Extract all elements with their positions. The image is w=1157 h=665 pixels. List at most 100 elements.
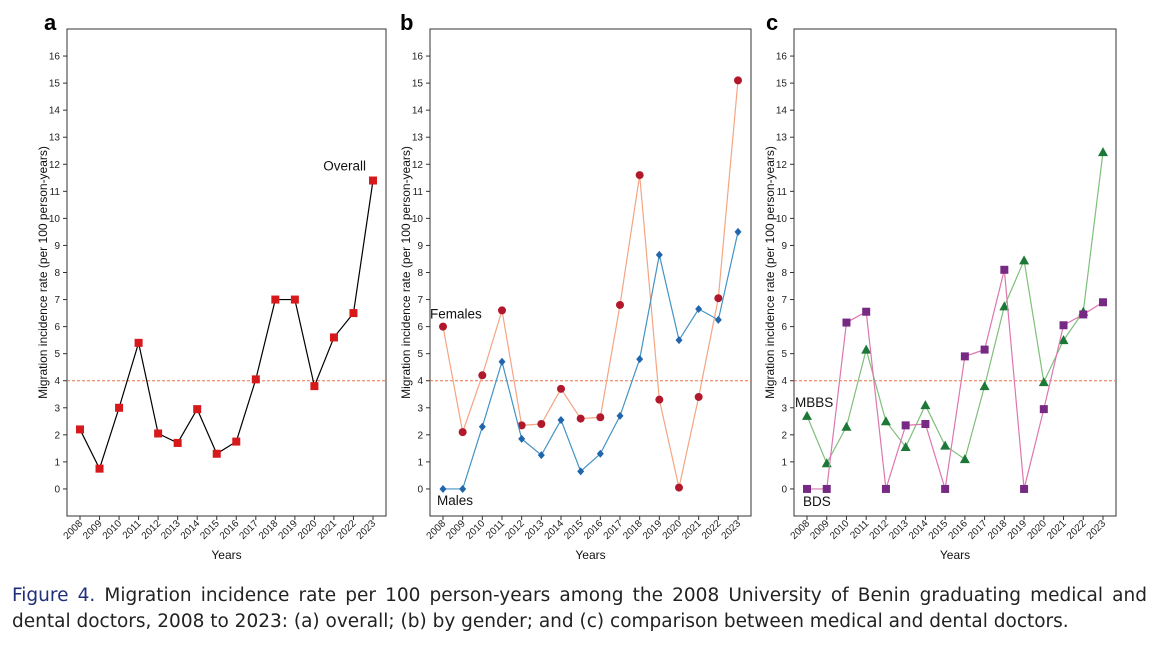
data-point-overall bbox=[251, 375, 260, 384]
data-point-males bbox=[577, 467, 585, 476]
plot-frame bbox=[429, 28, 752, 517]
data-point-mbbs bbox=[979, 381, 990, 391]
panel-letter: a bbox=[44, 10, 57, 35]
data-point-males bbox=[557, 415, 565, 424]
data-point-females bbox=[635, 171, 644, 180]
y-tick-label: 0 bbox=[54, 484, 60, 495]
data-point-males bbox=[714, 315, 722, 324]
data-point-overall bbox=[193, 405, 202, 414]
data-point-mbbs bbox=[1019, 255, 1030, 265]
data-point-males bbox=[655, 250, 663, 259]
data-point-overall bbox=[134, 338, 143, 347]
series-line-females bbox=[442, 80, 739, 488]
series-label-bds: BDS bbox=[803, 494, 831, 509]
y-tick-label: 3 bbox=[417, 403, 423, 414]
data-point-females bbox=[498, 306, 506, 315]
data-point-males bbox=[596, 449, 604, 458]
x-tick-label: 2017 bbox=[602, 518, 626, 542]
y-tick-label: 1 bbox=[54, 457, 60, 468]
y-tick-label: 7 bbox=[54, 295, 60, 306]
y-tick-label: 15 bbox=[412, 79, 424, 90]
data-point-males bbox=[498, 357, 506, 366]
data-point-mbbs bbox=[999, 301, 1010, 311]
y-tick-label: 12 bbox=[776, 160, 788, 171]
series-females: Females bbox=[430, 76, 742, 492]
x-axis-title: Years bbox=[575, 548, 605, 562]
series-line-bds bbox=[807, 269, 1104, 490]
y-tick-label: 8 bbox=[54, 268, 60, 279]
x-tick-label: 2012 bbox=[503, 518, 527, 542]
data-point-mbbs bbox=[920, 400, 931, 410]
series-line-overall bbox=[79, 180, 374, 471]
data-point-bds bbox=[921, 420, 930, 429]
y-tick-label: 3 bbox=[54, 403, 60, 414]
x-tick-label: 2022 bbox=[700, 518, 724, 542]
x-tick-label: 2019 bbox=[1006, 518, 1030, 542]
x-tick-label: 2011 bbox=[484, 518, 507, 541]
y-tick-label: 14 bbox=[776, 106, 788, 117]
x-tick-label: 2018 bbox=[986, 518, 1010, 542]
x-tick-label: 2012 bbox=[868, 518, 892, 542]
x-tick-label: 2022 bbox=[1065, 518, 1089, 542]
x-tick-label: 2012 bbox=[140, 518, 164, 542]
y-tick-label: 9 bbox=[417, 241, 423, 252]
series-label-overall: Overall bbox=[323, 159, 366, 174]
x-axis-title: Years bbox=[211, 548, 241, 562]
data-point-bds bbox=[941, 484, 950, 493]
x-tick-label: 2013 bbox=[159, 518, 183, 542]
x-tick-label: 2021 bbox=[680, 518, 704, 542]
y-tick-label: 16 bbox=[49, 52, 61, 63]
y-tick-label: 15 bbox=[776, 79, 788, 90]
x-tick-label: 2023 bbox=[1085, 518, 1109, 542]
x-tick-label: 2010 bbox=[464, 518, 488, 542]
x-tick-label: 2010 bbox=[101, 518, 125, 542]
x-tick-label: 2016 bbox=[582, 518, 606, 542]
x-tick-label: 2009 bbox=[808, 518, 832, 542]
series-males: Males bbox=[437, 227, 742, 508]
data-point-overall bbox=[212, 449, 221, 458]
x-tick-label: 2019 bbox=[641, 518, 665, 542]
data-point-males bbox=[439, 484, 447, 493]
data-point-females bbox=[439, 322, 447, 331]
data-point-females bbox=[655, 395, 664, 404]
chart-panel-b: b012345678910111213141516200820092010201… bbox=[399, 10, 752, 562]
data-point-mbbs bbox=[1058, 335, 1069, 345]
y-tick-label: 13 bbox=[412, 133, 424, 144]
data-point-males bbox=[636, 355, 644, 364]
x-tick-label: 2008 bbox=[425, 518, 449, 542]
x-tick-label: 2011 bbox=[848, 518, 871, 541]
series-label-mbbs: MBBS bbox=[795, 395, 833, 410]
y-tick-label: 6 bbox=[54, 322, 60, 333]
data-point-males bbox=[734, 227, 742, 236]
data-point-females bbox=[675, 483, 683, 492]
y-tick-label: 1 bbox=[417, 457, 423, 468]
data-point-females bbox=[537, 420, 546, 429]
y-tick-label: 6 bbox=[781, 322, 787, 333]
data-point-bds bbox=[980, 345, 989, 354]
y-tick-label: 16 bbox=[412, 52, 424, 63]
data-point-males bbox=[675, 336, 683, 345]
data-point-mbbs bbox=[959, 454, 970, 464]
x-tick-label: 2008 bbox=[62, 518, 86, 542]
x-tick-label: 2016 bbox=[946, 518, 970, 542]
x-tick-label: 2017 bbox=[966, 518, 990, 542]
y-tick-label: 8 bbox=[417, 268, 423, 279]
x-tick-label: 2014 bbox=[907, 518, 931, 542]
x-tick-label: 2018 bbox=[621, 518, 645, 542]
y-tick-label: 14 bbox=[412, 106, 424, 117]
data-point-bds bbox=[1079, 310, 1088, 319]
y-tick-label: 14 bbox=[49, 106, 61, 117]
y-tick-label: 13 bbox=[49, 133, 61, 144]
data-point-overall bbox=[154, 429, 163, 438]
data-point-males bbox=[518, 434, 526, 443]
y-tick-label: 6 bbox=[417, 322, 423, 333]
data-point-mbbs bbox=[940, 440, 951, 450]
data-point-bds bbox=[822, 484, 831, 493]
data-point-bds bbox=[1020, 484, 1029, 493]
x-tick-label: 2019 bbox=[276, 518, 300, 542]
y-tick-label: 2 bbox=[54, 430, 60, 441]
y-tick-label: 7 bbox=[417, 295, 423, 306]
data-point-females bbox=[557, 384, 565, 393]
y-tick-label: 10 bbox=[49, 214, 61, 225]
data-point-mbbs bbox=[880, 416, 891, 426]
